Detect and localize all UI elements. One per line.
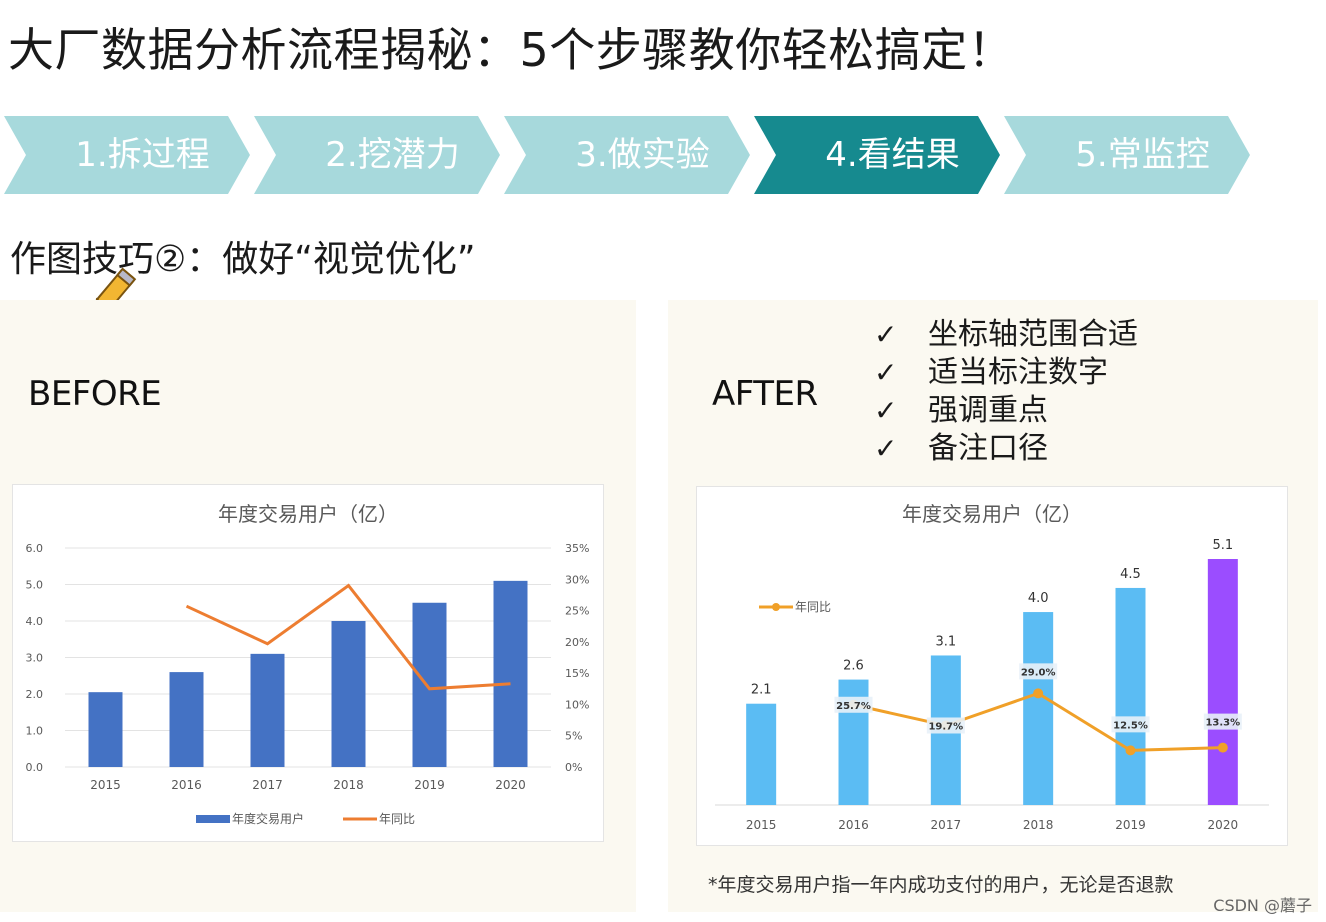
y-left-tick-label: 0.0 <box>26 761 44 774</box>
yoy-point <box>1125 745 1136 756</box>
after-chart: 年度交易用户（亿） 2.1 2015 2.6 2016 3.1 2017 4.0 2018 4.5… <box>715 502 1269 832</box>
tip-item: ✓ 强调重点 <box>874 392 1138 430</box>
y-right-tick-label: 35% <box>565 542 589 555</box>
check-icon: ✓ <box>874 394 898 427</box>
bar-2019 <box>1115 587 1146 805</box>
x-tick-label: 2019 <box>414 778 445 792</box>
chart-title: 年度交易用户（亿） <box>902 502 1082 526</box>
step-1-arrow <box>4 116 250 194</box>
yoy-value-label: 12.5% <box>1113 720 1148 731</box>
x-tick-label: 2015 <box>746 818 777 832</box>
yoy-label-bg <box>1111 716 1150 733</box>
bar-2015 <box>746 703 777 805</box>
watermark: CSDN @蘑子 <box>1213 896 1312 915</box>
bar-2020 <box>493 580 528 767</box>
step-1-label: 1.拆过程 <box>75 135 210 175</box>
yoy-point <box>1033 688 1044 699</box>
legend-line-label: 年同比 <box>379 812 415 826</box>
legend-line-marker <box>772 603 780 611</box>
y-right-tick-label: 10% <box>565 698 589 711</box>
bar-value-label: 4.0 <box>1028 591 1049 606</box>
check-icon: ✓ <box>874 356 898 389</box>
after-chart-card: 年度交易用户（亿） 2.1 2015 2.6 2016 3.1 2017 4.0 2018 4.5… <box>696 486 1288 846</box>
before-chart: 年度交易用户（亿） 0.0 1.0 2.0 3.0 4.0 5.0 6.0 0% 5% 10% 15%… <box>26 502 590 826</box>
step-2-label: 2.挖潜力 <box>325 135 460 175</box>
legend-bar-label: 年度交易用户 <box>232 811 304 826</box>
step-3-label: 3.做实验 <box>575 135 710 175</box>
y-right-tick-label: 15% <box>565 667 589 680</box>
after-label: AFTER <box>712 374 818 414</box>
bar-2015 <box>88 692 123 767</box>
y-right-tick-label: 5% <box>565 730 582 743</box>
step-5-arrow <box>1004 116 1250 194</box>
yoy-label-bg <box>834 696 873 713</box>
yoy-label-bg <box>1203 713 1242 730</box>
yoy-value-label: 25.7% <box>836 701 871 712</box>
tip-text: 备注口径 <box>928 431 1048 466</box>
y-right-tick-label: 25% <box>565 605 589 618</box>
x-tick-label: 2019 <box>1115 818 1146 832</box>
x-tick-label: 2017 <box>931 818 962 832</box>
bar-value-label: 3.1 <box>935 634 956 649</box>
x-tick-label: 2017 <box>252 778 283 792</box>
optimization-tips: ✓ 坐标轴范围合适 ✓ 适当标注数字 ✓ 强调重点 ✓ 备注口径 <box>874 316 1138 468</box>
bar-value-label: 2.6 <box>843 659 864 674</box>
before-label: BEFORE <box>28 374 162 414</box>
bar-2017 <box>250 653 285 767</box>
x-tick-label: 2016 <box>838 818 869 832</box>
bar-value-label: 5.1 <box>1212 538 1233 553</box>
y-left-tick-label: 2.0 <box>26 688 44 701</box>
before-chart-card: 年度交易用户（亿） 0.0 1.0 2.0 3.0 4.0 5.0 6.0 0% 5% 10% 15%… <box>12 484 604 842</box>
x-tick-label: 2020 <box>495 778 526 792</box>
footnote: *年度交易用户指一年内成功支付的用户，无论是否退款 <box>708 874 1174 896</box>
tip-item: ✓ 坐标轴范围合适 <box>874 316 1138 354</box>
step-2-arrow <box>254 116 500 194</box>
check-icon: ✓ <box>874 432 898 465</box>
tip-text: 坐标轴范围合适 <box>928 317 1138 352</box>
bar-2019 <box>412 602 447 767</box>
step-4-label: 4.看结果 <box>825 135 960 175</box>
tip-item: ✓ 备注口径 <box>874 430 1138 468</box>
legend-bar-swatch <box>196 815 230 823</box>
yoy-point <box>1217 742 1228 753</box>
y-left-tick-label: 1.0 <box>26 725 44 738</box>
x-tick-label: 2015 <box>90 778 121 792</box>
x-tick-label: 2018 <box>1023 818 1054 832</box>
tip-text: 适当标注数字 <box>928 355 1108 390</box>
bar-2016 <box>169 672 204 767</box>
legend-line-label: 年同比 <box>795 600 831 614</box>
yoy-value-label: 13.3% <box>1205 718 1240 729</box>
y-right-tick-label: 20% <box>565 636 589 649</box>
tip-item: ✓ 适当标注数字 <box>874 354 1138 392</box>
y-left-tick-label: 5.0 <box>26 579 44 592</box>
process-steps: 1.拆过程 2.挖潜力 3.做实验 4.看结果 5.常监控 <box>0 116 1290 196</box>
chart-title: 年度交易用户（亿） <box>218 502 398 526</box>
y-left-tick-label: 6.0 <box>26 542 44 555</box>
y-left-tick-label: 3.0 <box>26 652 44 665</box>
x-tick-label: 2016 <box>171 778 202 792</box>
process-steps-arrows <box>4 116 1250 194</box>
check-icon: ✓ <box>874 318 898 351</box>
yoy-value-label: 29.0% <box>1021 667 1056 678</box>
yoy-value-label: 19.7% <box>928 721 963 732</box>
step-3-arrow <box>504 116 750 194</box>
yoy-label-bg <box>1019 663 1058 680</box>
bar-value-label: 4.5 <box>1120 567 1141 582</box>
y-left-tick-label: 4.0 <box>26 615 44 628</box>
tip-text: 强调重点 <box>928 393 1048 428</box>
y-right-tick-label: 30% <box>565 573 589 586</box>
yoy-line <box>185 583 511 691</box>
step-5-label: 5.常监控 <box>1075 135 1210 175</box>
yoy-label-bg <box>926 717 965 734</box>
bar-2018 <box>331 621 366 767</box>
section-subtitle: 作图技巧②：做好“视觉优化” <box>10 239 476 280</box>
bar-2020 <box>1207 559 1238 805</box>
y-right-tick-label: 0% <box>565 761 582 774</box>
x-tick-label: 2018 <box>333 778 364 792</box>
step-4-arrow <box>754 116 1000 194</box>
x-tick-label: 2020 <box>1208 818 1239 832</box>
page-title: 大厂数据分析流程揭秘：5个步骤教你轻松搞定！ <box>8 23 1015 77</box>
bar-value-label: 2.1 <box>751 683 772 698</box>
bar-2018 <box>1023 612 1054 805</box>
